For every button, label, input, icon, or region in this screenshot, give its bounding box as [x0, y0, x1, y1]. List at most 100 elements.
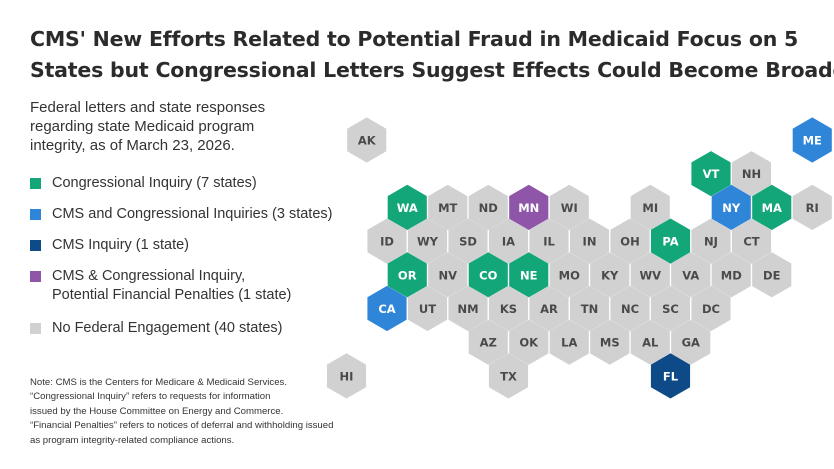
state-hex-hi	[326, 353, 367, 399]
state-hex-tn	[569, 285, 610, 332]
state-hex-mt	[428, 184, 468, 230]
state-tile-tn: TN	[569, 285, 610, 332]
state-label-la: LA	[561, 336, 577, 350]
state-hex-ar	[529, 285, 569, 332]
state-tile-nj: NJ	[691, 218, 731, 264]
state-label-nc: NC	[621, 302, 639, 316]
state-hex-ia	[488, 218, 529, 264]
state-label-ak: AK	[358, 134, 377, 148]
subtitle-line-1: Federal letters and state responses	[30, 99, 266, 116]
state-hex-fl	[650, 353, 691, 399]
state-hex-az	[468, 319, 508, 365]
state-tile-nh: NH	[731, 151, 772, 197]
state-label-id: ID	[380, 235, 394, 249]
state-hex-me	[792, 117, 832, 163]
legend-label-cms-congressional: CMS and Congressional Inquiries (3 state…	[52, 206, 333, 222]
state-label-dc: DC	[702, 302, 720, 316]
state-label-wa: WA	[397, 201, 418, 215]
state-tile-hi: HI	[326, 353, 367, 399]
state-tile-az: AZ	[468, 319, 508, 365]
state-hex-md	[711, 252, 751, 298]
footnote-line-5: as program integrity-related compliance …	[30, 434, 235, 446]
footnote-line-1: Note: CMS is the Centers for Medicare & …	[30, 377, 287, 388]
state-tile-dc: DC	[691, 285, 731, 332]
state-hex-nv	[428, 252, 468, 298]
state-label-ga: GA	[682, 336, 700, 350]
state-tile-id: ID	[367, 218, 407, 264]
footnote-line-2: “Congressional Inquiry” refers to reques…	[30, 391, 271, 403]
state-label-mt: MT	[438, 201, 457, 215]
state-label-wy: WY	[417, 235, 439, 249]
legend-item-cms-congressional: CMS and Congressional Inquiries (3 state…	[30, 205, 332, 224]
state-label-in: IN	[583, 235, 597, 249]
state-label-md: MD	[721, 268, 742, 282]
state-tile-ne: NE	[509, 252, 549, 298]
legend-swatch-none	[30, 323, 41, 334]
state-hex-ks	[488, 285, 529, 332]
state-label-mo: MO	[559, 268, 580, 282]
state-label-ut: UT	[419, 302, 436, 316]
state-label-ri: RI	[806, 201, 819, 215]
legend-item-cms: CMS Inquiry (1 state)	[30, 236, 189, 255]
state-tile-or: OR	[387, 252, 427, 298]
footnote-line-3: issued by the House Committee on Energy …	[30, 405, 284, 417]
state-label-ct: CT	[743, 235, 759, 249]
state-tile-ar: AR	[529, 285, 569, 332]
state-tile-ny: NY	[711, 184, 751, 230]
title-line-1: CMS' New Efforts Related to Potential Fr…	[30, 27, 799, 51]
state-hex-de	[752, 252, 792, 298]
state-tile-fl: FL	[650, 353, 691, 399]
state-tile-ia: IA	[488, 218, 529, 264]
state-hex-or	[387, 252, 427, 298]
subtitle-line-3: integrity, as of March 23, 2026.	[30, 137, 235, 154]
state-tile-de: DE	[752, 252, 792, 298]
state-tile-la: LA	[549, 319, 589, 365]
state-label-ms: MS	[600, 336, 620, 350]
state-label-sc: SC	[662, 302, 679, 316]
state-hex-va	[671, 252, 711, 298]
state-hex-id	[367, 218, 407, 264]
state-label-mi: MI	[642, 201, 658, 215]
state-tile-nd: ND	[468, 184, 508, 230]
state-tile-wi: WI	[549, 184, 589, 230]
state-label-wi: WI	[561, 201, 578, 215]
state-tile-mt: MT	[428, 184, 468, 230]
state-hex-nc	[610, 285, 650, 332]
state-hex-mn	[509, 184, 549, 230]
state-tile-sd: SD	[448, 218, 488, 264]
state-label-me: ME	[803, 134, 822, 148]
state-label-fl: FL	[663, 369, 679, 383]
state-tile-ut: UT	[407, 285, 448, 332]
state-label-al: AL	[642, 336, 659, 350]
legend-swatch-cms-congressional	[30, 209, 41, 220]
state-hex-ky	[590, 252, 630, 298]
state-label-ky: KY	[601, 268, 619, 282]
state-tile-tx: TX	[488, 353, 529, 399]
state-hex-wa	[387, 184, 427, 230]
state-hex-vt	[691, 151, 731, 197]
state-hex-pa	[650, 218, 691, 264]
state-tile-al: AL	[630, 319, 670, 365]
state-label-ar: AR	[540, 302, 558, 316]
state-tile-nv: NV	[428, 252, 468, 298]
state-hex-ms	[590, 319, 630, 365]
state-tile-nc: NC	[610, 285, 650, 332]
state-tile-ms: MS	[590, 319, 630, 365]
legend-item-none: No Federal Engagement (40 states)	[30, 319, 283, 338]
legend-label-cms-penalties-line-2: Potential Financial Penalties (1 state)	[52, 287, 292, 303]
state-label-or: OR	[398, 268, 417, 282]
state-tile-ri: RI	[792, 184, 832, 230]
state-hex-wv	[630, 252, 670, 298]
state-hex-wi	[549, 184, 589, 230]
state-hex-nj	[691, 218, 731, 264]
state-label-va: VA	[682, 268, 699, 282]
footnote: Note: CMS is the Centers for Medicare & …	[30, 376, 360, 448]
state-tile-vt: VT	[691, 151, 731, 197]
state-hex-al	[630, 319, 670, 365]
state-tile-me: ME	[792, 117, 832, 163]
state-label-oh: OH	[620, 235, 639, 249]
state-tile-pa: PA	[650, 218, 691, 264]
state-hex-in	[569, 218, 610, 264]
state-tile-wa: WA	[387, 184, 427, 230]
state-tile-ak: AK	[347, 117, 387, 163]
